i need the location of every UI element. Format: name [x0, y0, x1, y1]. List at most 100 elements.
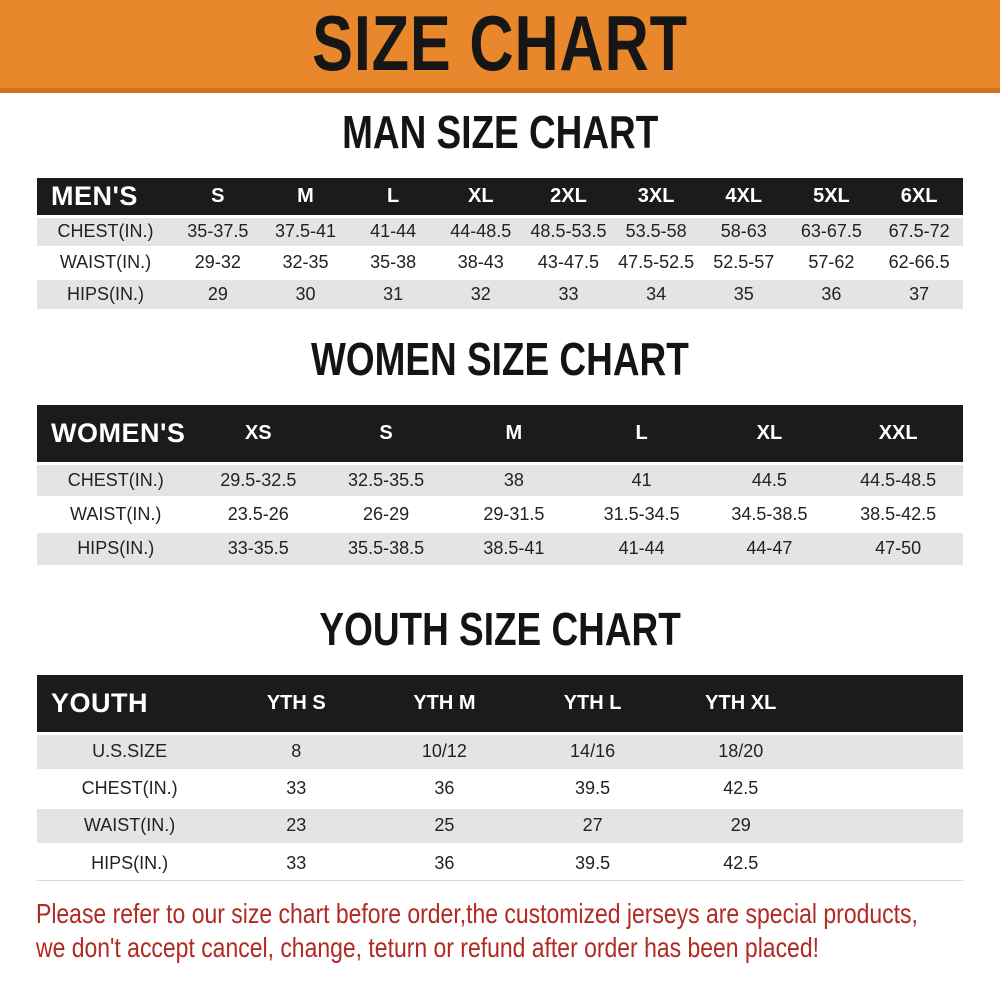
spacer-cell [815, 675, 963, 733]
size-value-cell: 42.5 [723, 778, 759, 798]
youth-row-waist-in.-: WAIST(IN.) 23 25 27 29 [37, 807, 963, 844]
size-value-cell: 29-32 [194, 252, 241, 272]
spacer-cell [815, 770, 963, 807]
row-label: WAIST(IN.) [70, 503, 162, 524]
size-value-cell: 10/12 [421, 741, 467, 761]
youth-header-row: YOUTH YTH S YTH M YTH L YTH XL [37, 675, 963, 733]
size-value-cell: 29.5-32.5 [220, 469, 297, 490]
size-value-cell: 39.5 [575, 852, 611, 873]
size-value-cell: 32.5-35.5 [348, 469, 425, 490]
youth-table-label: YOUTH [51, 687, 148, 718]
size-value-cell: 32-35 [282, 252, 329, 272]
youth-section-title-text: YOUTH SIZE CHART [319, 603, 681, 656]
row-label: CHEST(IN.) [81, 778, 178, 798]
men-column-header-4xl: 4XL [725, 184, 763, 207]
size-value-cell: 29-31.5 [483, 503, 545, 524]
size-value-cell: 32 [470, 283, 491, 304]
size-value-cell: 33 [558, 283, 579, 304]
men-column-header-2xl: 2XL [550, 184, 587, 207]
footer-note: Please refer to our size chart before or… [36, 897, 918, 964]
size-value-cell: 29 [207, 283, 228, 304]
spacer-cell [815, 807, 963, 844]
size-value-cell: 37.5-41 [274, 221, 337, 241]
size-value-cell: 35-37.5 [187, 221, 249, 241]
size-value-cell: 41 [631, 469, 652, 490]
size-value-cell: 33 [286, 778, 307, 798]
size-value-cell: 36 [434, 852, 455, 873]
men-column-header-l: L [387, 184, 400, 207]
size-value-cell: 43-47.5 [537, 252, 599, 272]
size-value-cell: 63-67.5 [800, 221, 862, 241]
row-label: U.S.SIZE [92, 741, 168, 761]
size-value-cell: 48.5-53.5 [530, 221, 607, 241]
size-value-cell: 29 [730, 815, 751, 835]
spacer-cell [815, 844, 963, 881]
size-value-cell: 41-44 [370, 221, 417, 241]
men-column-header-s: S [211, 184, 225, 207]
size-value-cell: 62-66.5 [888, 252, 950, 272]
size-value-cell: 36 [821, 283, 842, 304]
size-value-cell: 44-48.5 [450, 221, 512, 241]
men-row-waist-in.-: WAIST(IN.) 29-32 32-35 35-38 38-43 43-47.5 47.… [37, 247, 963, 278]
row-label: CHEST(IN.) [57, 221, 154, 241]
size-value-cell: 39.5 [575, 778, 611, 798]
youth-size-table: YOUTH YTH S YTH M YTH L YTH XL U.S.SIZE 8 10/12… [37, 675, 963, 881]
size-value-cell: 37 [909, 283, 930, 304]
men-column-header-3xl: 3XL [637, 184, 675, 207]
size-value-cell: 31.5-34.5 [603, 503, 680, 524]
youth-column-header-yth-l: YTH L [563, 691, 622, 714]
men-column-header-6xl: 6XL [900, 184, 938, 207]
size-value-cell: 23.5-26 [227, 503, 289, 524]
men-column-header-m: M [297, 184, 314, 207]
women-row-chest-in.-: CHEST(IN.) 29.5-32.5 32.5-35.5 38 41 44.5 44.5… [37, 463, 963, 497]
women-column-header-xl: XL [756, 421, 783, 444]
women-row-hips-in.-: HIPS(IN.) 33-35.5 35.5-38.5 38.5-41 41-44 44-… [37, 531, 963, 565]
size-value-cell: 44-47 [746, 538, 793, 559]
row-label: CHEST(IN.) [67, 469, 164, 490]
men-column-header-5xl: 5XL [813, 184, 850, 207]
women-column-header-xxl: XXL [878, 421, 918, 444]
men-row-chest-in.-: CHEST(IN.) 35-37.5 37.5-41 41-44 44-48.5 48.5… [37, 216, 963, 247]
men-table-label: MEN'S [51, 180, 138, 211]
size-value-cell: 34 [646, 283, 667, 304]
women-column-header-m: M [505, 421, 523, 444]
size-value-cell: 47.5-52.5 [618, 252, 695, 272]
youth-column-header-yth-s: YTH S [266, 691, 326, 714]
men-header-row: MEN'S S M L XL 2XL 3XL 4XL 5XL 6XL [37, 178, 963, 216]
size-value-cell: 42.5 [723, 852, 759, 873]
row-label: HIPS(IN.) [66, 283, 144, 304]
size-value-cell: 27 [582, 815, 603, 835]
men-row-hips-in.-: HIPS(IN.) 29 30 31 32 33 34 35 36 37 [37, 278, 963, 309]
women-column-header-xs: XS [244, 421, 272, 444]
women-column-header-l: L [635, 421, 648, 444]
size-value-cell: 38 [503, 469, 524, 490]
size-value-cell: 35.5-38.5 [348, 538, 425, 559]
banner-title: SIZE CHART [312, 0, 688, 88]
size-value-cell: 23 [286, 815, 307, 835]
youth-column-header-yth-m: YTH M [413, 691, 476, 714]
youth-column-header-yth-xl: YTH XL [705, 691, 777, 714]
youth-row-u.s.size: U.S.SIZE 8 10/12 14/16 18/20 [37, 733, 963, 770]
size-value-cell: 38-43 [457, 252, 504, 272]
size-value-cell: 33 [286, 852, 307, 873]
size-value-cell: 52.5-57 [713, 252, 775, 272]
women-section-title: WOMEN SIZE CHART [0, 333, 1000, 386]
women-section-title-text: WOMEN SIZE CHART [311, 333, 689, 386]
spacer-cell [815, 733, 963, 770]
row-label: WAIST(IN.) [59, 252, 152, 272]
size-value-cell: 38.5-41 [483, 538, 545, 559]
women-table-label: WOMEN'S [51, 417, 186, 448]
size-value-cell: 14/16 [570, 741, 616, 761]
youth-row-chest-in.-: CHEST(IN.) 33 36 39.5 42.5 [37, 770, 963, 807]
size-value-cell: 26-29 [363, 503, 410, 524]
size-value-cell: 38.5-42.5 [860, 503, 937, 524]
men-column-header-xl: XL [468, 184, 494, 207]
men-section-title-text: MAN SIZE CHART [341, 106, 659, 159]
row-label: WAIST(IN.) [83, 815, 176, 835]
size-value-cell: 31 [383, 283, 404, 304]
size-value-cell: 8 [291, 741, 302, 761]
size-value-cell: 36 [434, 778, 455, 798]
footer-note-line-1: Please refer to our size chart before or… [36, 898, 918, 929]
youth-section-title: YOUTH SIZE CHART [0, 603, 1000, 656]
size-value-cell: 67.5-72 [888, 221, 950, 241]
